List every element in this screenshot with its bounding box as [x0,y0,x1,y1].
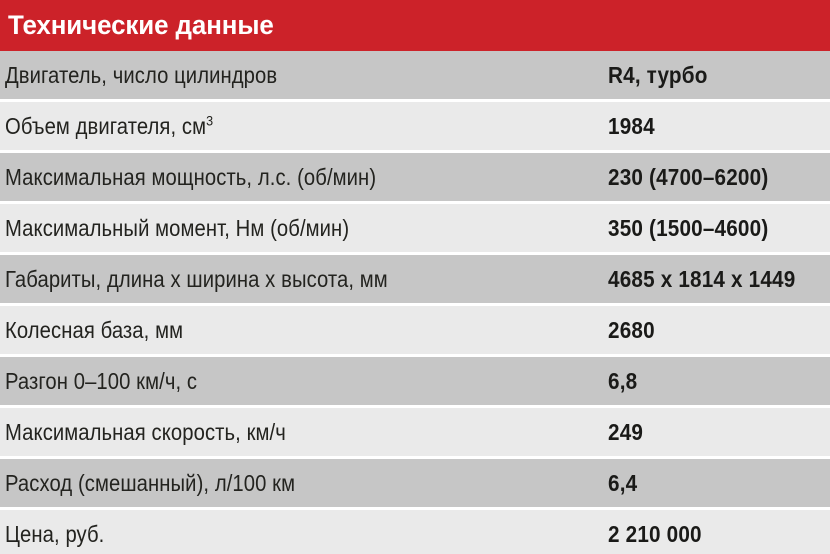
table-row: Разгон 0–100 км/ч, с 6,8 [0,357,830,405]
spec-label: Двигатель, число цилиндров [5,61,278,88]
spec-label: Цена, руб. [5,520,105,547]
table-row: Цена, руб. 2 210 000 [0,510,830,554]
spec-value: 6,8 [608,367,638,394]
table-row: Габариты, длина х ширина х высота, мм 468… [0,255,830,303]
table-row: Колесная база, мм 2680 [0,306,830,354]
table-row: Двигатель, число цилиндров R4, турбо [0,51,830,99]
spec-label: Максимальная мощность, л.с. (об/мин) [5,163,377,190]
spec-value: 249 [608,418,644,445]
table-row: Расход (смешанный), л/100 км 6,4 [0,459,830,507]
spec-value: R4, турбо [608,61,708,88]
spec-value: 2680 [608,316,655,343]
spec-label: Максимальная скорость, км/ч [5,418,286,445]
spec-label: Максимальный момент, Нм (об/мин) [5,214,350,241]
spec-value: 2 210 000 [608,520,702,547]
table-row: Объем двигателя, см3 1984 [0,102,830,150]
spec-value: 350 (1500–4600) [608,214,769,241]
table-row: Максимальная мощность, л.с. (об/мин) 230 … [0,153,830,201]
spec-label: Расход (смешанный), л/100 км [5,469,296,496]
spec-label: Объем двигателя, см3 [5,112,214,139]
spec-label: Разгон 0–100 км/ч, с [5,367,198,394]
table-header: Технические данные [0,0,830,51]
table-row: Максимальная скорость, км/ч 249 [0,408,830,456]
spec-label: Колесная база, мм [5,316,184,343]
spec-label: Габариты, длина х ширина х высота, мм [5,265,388,292]
spec-value: 6,4 [608,469,638,496]
page-title: Технические данные [8,10,274,40]
spec-label-superscript: 3 [206,112,214,129]
spec-value: 1984 [608,112,655,139]
spec-value: 4685 x 1814 x 1449 [608,265,796,292]
spec-value: 230 (4700–6200) [608,163,769,190]
table-body: Двигатель, число цилиндров R4, турбо Объем… [0,51,830,554]
table-row: Максимальный момент, Нм (об/мин) 350 (150… [0,204,830,252]
